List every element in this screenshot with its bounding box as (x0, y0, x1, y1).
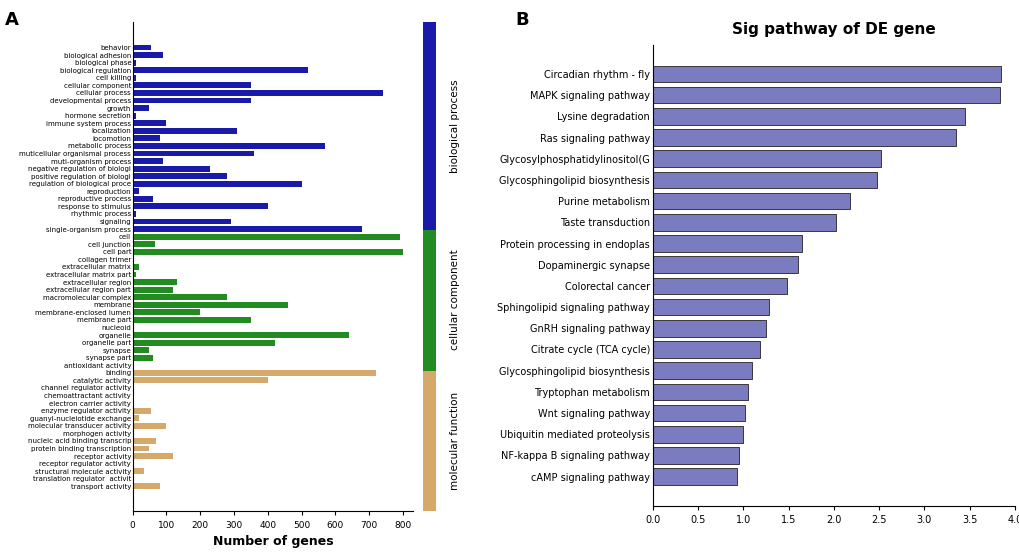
Text: B: B (515, 11, 528, 29)
Bar (652, 150, 880, 167)
Bar (132, 120, 166, 126)
Bar (652, 257, 797, 273)
Bar (132, 241, 155, 247)
Bar (132, 446, 150, 452)
Bar (652, 405, 745, 421)
Bar (652, 299, 768, 315)
Bar (132, 392, 135, 399)
Bar (132, 128, 237, 134)
Bar (132, 355, 153, 361)
Bar (132, 430, 135, 436)
Bar (132, 257, 135, 262)
Bar (652, 341, 759, 358)
Bar (132, 476, 135, 482)
Bar (132, 135, 160, 141)
Bar (132, 332, 348, 338)
Text: cellular component: cellular component (450, 250, 460, 350)
Bar (652, 362, 752, 379)
Bar (423, 22, 435, 230)
Bar (423, 230, 435, 371)
Bar (132, 203, 268, 210)
Bar (132, 370, 376, 376)
Bar (132, 294, 227, 300)
Bar (652, 320, 765, 337)
Bar (652, 214, 835, 230)
Bar (132, 347, 150, 353)
Bar (652, 87, 999, 103)
Bar (132, 279, 176, 285)
Bar (652, 172, 876, 188)
Bar (423, 371, 435, 511)
Bar (132, 484, 160, 489)
Bar (132, 453, 173, 459)
Bar (652, 235, 801, 252)
Bar (132, 219, 230, 225)
Text: molecular function: molecular function (450, 392, 460, 490)
Bar (132, 188, 140, 194)
Bar (132, 75, 136, 80)
Bar (132, 468, 145, 474)
Bar (132, 113, 136, 119)
X-axis label: Number of genes: Number of genes (212, 535, 333, 548)
Bar (132, 196, 153, 202)
Bar (652, 468, 737, 485)
Bar (132, 400, 135, 406)
Bar (132, 362, 135, 368)
Bar (132, 272, 136, 277)
Bar (132, 90, 382, 96)
Bar (132, 423, 166, 429)
Bar (132, 408, 151, 414)
Bar (652, 278, 786, 294)
Bar (132, 438, 156, 444)
Bar (132, 143, 325, 149)
Bar (132, 45, 151, 50)
Bar (652, 426, 743, 443)
Bar (132, 340, 274, 345)
Bar (132, 264, 140, 270)
Bar (132, 52, 163, 58)
Bar (132, 98, 251, 103)
Bar (652, 66, 1001, 82)
Bar (132, 181, 302, 187)
Bar (132, 287, 173, 292)
Bar (132, 173, 227, 179)
Bar (132, 249, 403, 255)
Bar (652, 193, 849, 210)
Bar (652, 129, 955, 146)
Bar (132, 67, 308, 73)
Bar (132, 302, 287, 307)
Bar (132, 82, 251, 88)
Bar (132, 226, 362, 232)
Text: A: A (5, 11, 19, 29)
Bar (132, 105, 150, 111)
Bar (132, 377, 268, 383)
Title: Sig pathway of DE gene: Sig pathway of DE gene (732, 22, 934, 36)
Bar (652, 447, 738, 464)
Bar (132, 461, 135, 467)
Bar (132, 60, 136, 65)
Bar (132, 158, 163, 164)
Bar (652, 383, 747, 400)
Bar (132, 211, 136, 217)
Text: biological process: biological process (450, 79, 460, 173)
Bar (132, 415, 140, 421)
Bar (132, 385, 135, 391)
Bar (132, 324, 135, 330)
Bar (132, 234, 399, 240)
Bar (132, 165, 210, 172)
Bar (132, 317, 251, 323)
Bar (132, 309, 200, 315)
Bar (132, 150, 254, 157)
Bar (652, 108, 964, 125)
